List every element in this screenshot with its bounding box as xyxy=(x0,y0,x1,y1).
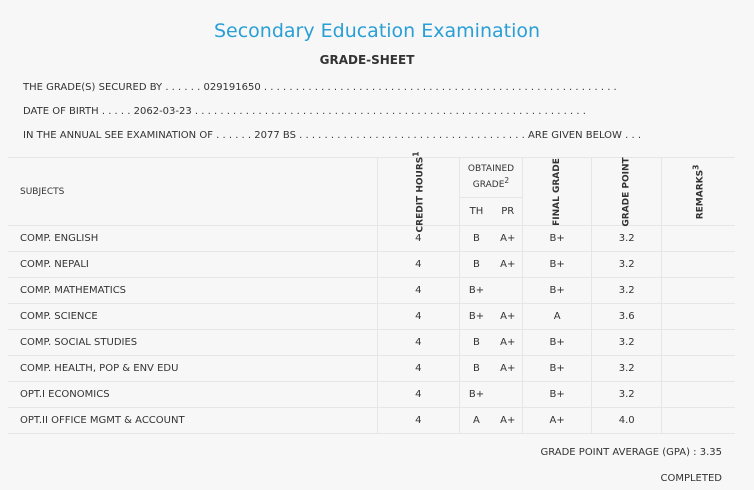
final-grade-cell: B+ xyxy=(522,251,592,278)
subject-cell: COMP. HEALTH, POP & ENV EDU xyxy=(8,355,378,382)
table-row: COMP. MATHEMATICS 4 B+ B+ 3.2 xyxy=(8,277,735,304)
grade-point-cell: 3.2 xyxy=(590,329,662,356)
final-grade-cell: B+ xyxy=(522,277,592,304)
final-grade-header: FINAL GRADE xyxy=(522,157,592,226)
pr-grade-cell xyxy=(493,277,523,304)
grade-point-cell: 4.0 xyxy=(590,407,662,434)
grade-point-header: GRADE POINT xyxy=(590,157,662,227)
pr-grade-cell: A+ xyxy=(493,407,523,434)
subjects-header: SUBJECTS xyxy=(8,157,378,226)
final-grade-cell: A+ xyxy=(522,407,592,434)
subject-cell: COMP. SOCIAL STUDIES xyxy=(8,329,378,356)
grade-point-cell: 3.2 xyxy=(590,355,662,382)
remarks-cell xyxy=(661,381,735,408)
credit-cell: 4 xyxy=(376,381,460,408)
table-row: OPT.I ECONOMICS 4 B+ B+ 3.2 xyxy=(8,381,735,408)
exam-title: Secondary Education Examination xyxy=(213,20,541,42)
subject-cell: COMP. SCIENCE xyxy=(8,303,378,330)
table-header-row: SUBJECTS CREDIT HOURS1 OBTAINED GRADE2 F… xyxy=(8,151,735,232)
final-grade-cell: B+ xyxy=(522,381,592,408)
table-row: COMP. SOCIAL STUDIES 4 B A+ B+ 3.2 xyxy=(8,329,735,356)
final-grade-cell: B+ xyxy=(522,225,592,252)
subject-cell: COMP. NEPALI xyxy=(8,251,378,278)
table-row: OPT.II OFFICE MGMT & ACCOUNT 4 A A+ A+ 4.0 xyxy=(8,407,735,434)
remarks-header: REMARKS3 xyxy=(661,157,735,226)
credit-cell: 4 xyxy=(376,251,460,278)
final-grade-cell: A xyxy=(522,303,592,330)
final-grade-cell: B+ xyxy=(522,355,592,382)
th-grade-cell: A xyxy=(458,407,494,434)
credit-cell: 4 xyxy=(376,277,460,304)
th-grade-cell: B xyxy=(458,251,494,278)
remarks-cell xyxy=(661,225,735,252)
date-of-birth-line: DATE OF BIRTH . . . . . 2062-03-23 . . .… xyxy=(23,106,586,117)
th-grade-cell: B+ xyxy=(458,277,494,304)
pr-grade-cell: A+ xyxy=(493,329,523,356)
obtained-grade-header: OBTAINED GRADE2 xyxy=(458,157,523,198)
final-grade-cell: B+ xyxy=(522,329,592,356)
th-header: TH xyxy=(458,197,494,226)
gpa-summary: GRADE POINT AVERAGE (GPA) : 3.35 xyxy=(540,447,722,458)
grade-sheet-heading: GRADE-SHEET xyxy=(319,53,415,67)
subject-cell: OPT.I ECONOMICS xyxy=(8,381,378,408)
credit-cell: 4 xyxy=(376,329,460,356)
credit-cell: 4 xyxy=(376,225,460,252)
remarks-cell xyxy=(661,303,735,330)
table-row: COMP. NEPALI 4 B A+ B+ 3.2 xyxy=(8,251,735,278)
pr-grade-cell: A+ xyxy=(493,355,523,382)
subject-cell: COMP. MATHEMATICS xyxy=(8,277,378,304)
pr-grade-cell: A+ xyxy=(493,251,523,278)
grade-rows: COMP. ENGLISH 4 B A+ B+ 3.2 COMP. NEPALI 4 B A+ B+… xyxy=(8,225,735,434)
subject-cell: COMP. ENGLISH xyxy=(8,225,378,252)
pr-header: PR xyxy=(493,197,523,226)
table-row: COMP. SCIENCE 4 B+ A+ A 3.6 xyxy=(8,303,735,330)
grade-point-cell: 3.6 xyxy=(590,303,662,330)
remarks-cell xyxy=(661,277,735,304)
result-status: COMPLETED xyxy=(660,473,722,484)
th-grade-cell: B+ xyxy=(458,303,494,330)
table-row: COMP. ENGLISH 4 B A+ B+ 3.2 xyxy=(8,225,735,252)
grade-point-cell: 3.2 xyxy=(590,251,662,278)
grade-point-cell: 3.2 xyxy=(590,225,662,252)
remarks-cell xyxy=(661,355,735,382)
grade-point-cell: 3.2 xyxy=(590,381,662,408)
credit-cell: 4 xyxy=(376,407,460,434)
grade-table: SUBJECTS CREDIT HOURS1 OBTAINED GRADE2 F… xyxy=(8,151,735,434)
secured-by-line: THE GRADE(S) SECURED BY . . . . . . 0291… xyxy=(23,82,617,93)
subject-cell: OPT.II OFFICE MGMT & ACCOUNT xyxy=(8,407,378,434)
remarks-cell xyxy=(661,251,735,278)
credit-cell: 4 xyxy=(376,303,460,330)
credit-hours-header: CREDIT HOURS1 xyxy=(376,151,460,232)
th-grade-cell: B xyxy=(458,225,494,252)
grade-point-cell: 3.2 xyxy=(590,277,662,304)
pr-grade-cell: A+ xyxy=(493,303,523,330)
th-grade-cell: B+ xyxy=(458,381,494,408)
exam-line: IN THE ANNUAL SEE EXAMINATION OF . . . .… xyxy=(23,130,642,141)
th-grade-cell: B xyxy=(458,355,494,382)
th-grade-cell: B xyxy=(458,329,494,356)
credit-cell: 4 xyxy=(376,355,460,382)
pr-grade-cell: A+ xyxy=(493,225,523,252)
remarks-cell xyxy=(661,407,735,434)
remarks-cell xyxy=(661,329,735,356)
table-row: COMP. HEALTH, POP & ENV EDU 4 B A+ B+ 3.2 xyxy=(8,355,735,382)
pr-grade-cell xyxy=(493,381,523,408)
